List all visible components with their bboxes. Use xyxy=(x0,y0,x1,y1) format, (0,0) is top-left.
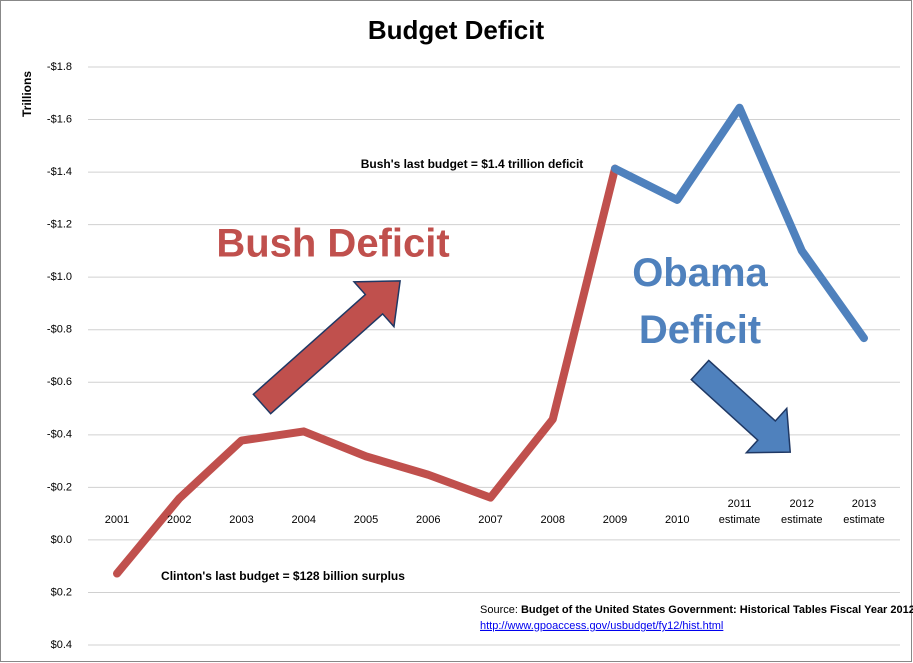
x-tick-label: 2012 estimate xyxy=(781,498,823,526)
y-tick-label: -$0.4 xyxy=(47,429,72,441)
chart-title: Budget Deficit xyxy=(368,15,545,45)
x-tick-label: 2001 xyxy=(105,514,129,526)
series-line xyxy=(113,164,619,578)
y-tick-label: -$1.8 xyxy=(47,61,72,73)
source-link[interactable]: http://www.gpoaccess.gov/usbudget/fy12/h… xyxy=(480,620,723,632)
y-tick-label: $0.2 xyxy=(51,586,72,598)
x-tick-label: 2003 xyxy=(229,514,253,526)
x-tick-label: 2007 xyxy=(478,514,502,526)
annotation: Bush's last budget = $1.4 trillion defic… xyxy=(361,157,584,171)
y-tick-label: -$1.2 xyxy=(47,219,72,231)
x-tick-label: 2013 estimate xyxy=(843,498,885,526)
y-tick-label: $0.0 xyxy=(51,534,72,546)
x-tick-label: 2011 estimate xyxy=(719,498,761,526)
y-tick-label: -$1.6 xyxy=(47,113,72,125)
x-tick-label: 2006 xyxy=(416,514,440,526)
source-prefix: Source: xyxy=(480,604,518,616)
y-axis-label: Trillions xyxy=(20,71,34,117)
series-line xyxy=(611,103,868,343)
x-tick-label: 2004 xyxy=(292,514,316,526)
lines xyxy=(113,103,868,578)
annotation: Clinton's last budget = $128 billion sur… xyxy=(161,569,405,583)
y-tick-label: -$1.4 xyxy=(47,166,72,178)
x-tick-label: 2010 xyxy=(665,514,689,526)
y-tick-label: -$0.2 xyxy=(47,481,72,493)
down-arrow xyxy=(690,359,792,454)
x-tick-label: 2005 xyxy=(354,514,378,526)
x-tick-label: 2008 xyxy=(541,514,565,526)
series-label: Bush Deficit xyxy=(216,222,449,266)
up-arrow xyxy=(252,280,401,415)
x-tick-label: 2009 xyxy=(603,514,627,526)
x-tick-label: 2002 xyxy=(167,514,191,526)
series-label: Obama Deficit xyxy=(632,251,768,352)
y-tick-label: -$0.6 xyxy=(47,376,72,388)
y-tick-label: -$0.8 xyxy=(47,324,72,336)
y-tick-label: $0.4 xyxy=(51,639,72,651)
source: Source: Budget of the United States Gove… xyxy=(480,604,913,616)
source-title: Budget of the United States Government: … xyxy=(521,604,913,616)
y-tick-label: -$1.0 xyxy=(47,271,72,283)
